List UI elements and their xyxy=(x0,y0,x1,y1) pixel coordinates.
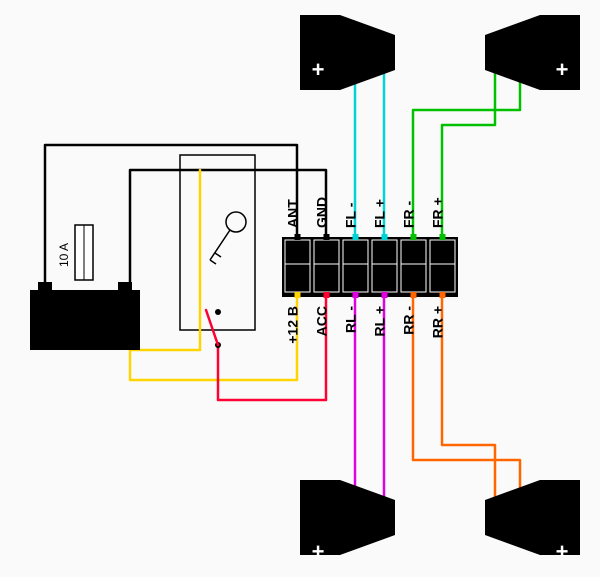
pin-label-RLp: RL + xyxy=(372,306,388,336)
speaker-plus-RL: + xyxy=(312,539,325,564)
pin-RRp xyxy=(430,264,455,292)
pin-tab-V12 xyxy=(295,292,301,298)
speaker-plus-RR: + xyxy=(556,539,569,564)
pin-tab-FRp xyxy=(440,234,446,240)
pin-tab-RLp xyxy=(382,292,388,298)
fuse-label: 10 A xyxy=(57,243,71,267)
pin-ACC xyxy=(314,264,339,292)
pin-label-RRm: RR - xyxy=(401,306,417,335)
pin-label-ANT: ANT xyxy=(285,199,301,228)
pin-label-FLm: FL - xyxy=(343,202,359,228)
pin-label-ACC: ACC xyxy=(314,306,330,336)
battery-plus-label: + xyxy=(122,327,130,343)
pin-label-RRp: RR + xyxy=(430,306,446,338)
pin-label-V12: +12 B xyxy=(285,306,301,344)
pin-RRm xyxy=(401,264,426,292)
pin-tab-GND xyxy=(324,234,330,240)
switch-contact-top xyxy=(215,309,221,315)
pin-tab-FLm xyxy=(353,234,359,240)
pin-tab-ANT xyxy=(295,234,301,240)
pin-tab-RRp xyxy=(440,292,446,298)
pin-label-FRm: FR - xyxy=(401,200,417,228)
pin-tab-ACC xyxy=(324,292,330,298)
pin-label-RLm: RL - xyxy=(343,306,359,333)
pin-RLp xyxy=(372,264,397,292)
pin-tab-FRm xyxy=(411,234,417,240)
pin-label-GND: GND xyxy=(314,197,330,228)
battery-terminal-neg xyxy=(38,282,52,290)
wiring-diagram: +10 A ANT GND FL - FL + FR - FR + +12 B ACC RL - R… xyxy=(0,0,600,577)
pin-tab-RRm xyxy=(411,292,417,298)
pin-RLm xyxy=(343,264,368,292)
speaker-plus-FL: + xyxy=(312,57,325,82)
pin-V12 xyxy=(285,264,310,292)
pin-tab-RLm xyxy=(353,292,359,298)
pin-label-FRp: FR + xyxy=(430,197,446,228)
speaker-plus-FR: + xyxy=(556,57,569,82)
pin-label-FLp: FL + xyxy=(372,199,388,228)
battery-terminal-pos xyxy=(118,282,132,290)
pin-tab-FLp xyxy=(382,234,388,240)
